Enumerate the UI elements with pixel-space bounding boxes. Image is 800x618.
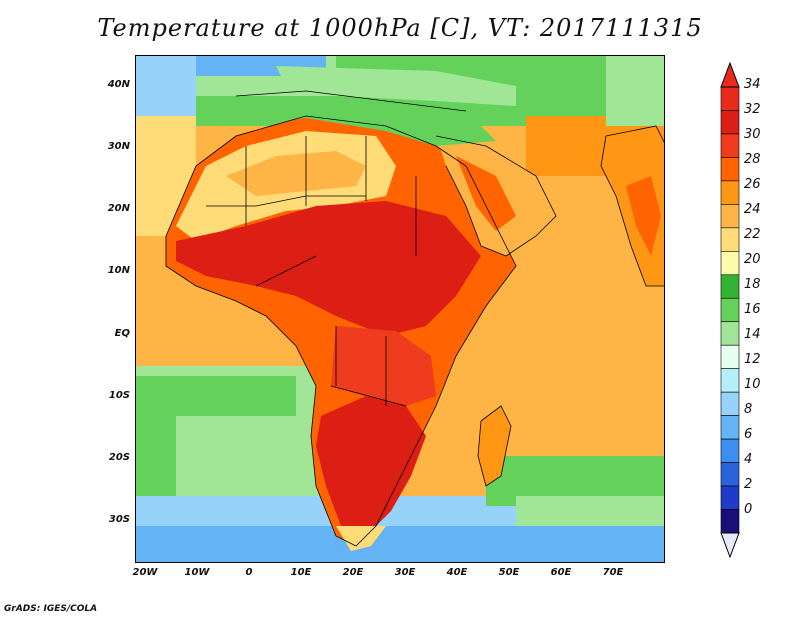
lon-label-20e: 20E xyxy=(342,567,364,578)
lon-label-70e: 70E xyxy=(602,567,624,578)
colorbar-cell xyxy=(720,180,740,205)
lon-label-10w: 10W xyxy=(184,567,210,578)
lat-label-20n: 20N xyxy=(107,203,130,214)
colorbar-cell xyxy=(720,462,740,487)
north-atlantic-cold xyxy=(136,56,196,116)
lon-label-30e: 30E xyxy=(394,567,416,578)
arabia-hot xyxy=(456,156,516,231)
colorbar-cell xyxy=(720,509,740,534)
colorbar-cell xyxy=(720,438,740,463)
colorbar-bottom-arrow xyxy=(720,532,740,559)
temperature-map xyxy=(135,55,665,563)
colorbar-cell xyxy=(720,368,740,393)
colorbar-label-14: 14 xyxy=(744,327,761,342)
colorbar-cell xyxy=(720,391,740,416)
india-hot xyxy=(626,176,661,256)
colorbar-cell xyxy=(720,251,740,276)
map-title: Temperature at 1000hPa [C], VT: 20171113… xyxy=(97,14,703,42)
colorbar-label-10: 10 xyxy=(744,377,761,392)
colorbar-top-arrow xyxy=(720,61,740,88)
sahel-hot xyxy=(176,201,481,336)
colorbar-cell xyxy=(720,415,740,440)
central-africa-hot xyxy=(331,326,436,406)
colorbar-label-30: 30 xyxy=(744,127,761,142)
southern-africa-hot xyxy=(316,396,426,536)
colorbar-label-26: 26 xyxy=(744,177,761,192)
colorbar-cell xyxy=(720,110,740,135)
lat-label-20s: 20S xyxy=(108,452,130,463)
colorbar-cell xyxy=(720,86,740,111)
colorbar xyxy=(720,61,740,559)
lon-label-60e: 60E xyxy=(550,567,572,578)
colorbar-label-6: 6 xyxy=(744,427,753,442)
colorbar-label-8: 8 xyxy=(744,402,753,417)
colorbar-label-32: 32 xyxy=(744,102,761,117)
lon-label-10e: 10E xyxy=(290,567,312,578)
colorbar-cell xyxy=(720,344,740,369)
colorbar-label-24: 24 xyxy=(744,202,761,217)
lat-label-10n: 10N xyxy=(107,265,130,276)
lat-label-40n: 40N xyxy=(107,79,130,90)
coastlines xyxy=(165,90,664,547)
colorbar-label-0: 0 xyxy=(744,502,753,517)
colorbar-cell xyxy=(720,133,740,158)
south-indian-lightgreen xyxy=(516,496,664,526)
south-atlantic-lightgreen xyxy=(176,416,326,506)
colorbar-label-18: 18 xyxy=(744,277,761,292)
southern-ocean-cold xyxy=(136,526,664,562)
sahara-warm xyxy=(226,151,366,196)
colorbar-label-16: 16 xyxy=(744,302,761,317)
cape-mild xyxy=(336,526,386,551)
lon-label-0: 0 xyxy=(245,567,253,578)
lat-label-30s: 30S xyxy=(108,514,130,525)
europe-lightgreen xyxy=(276,66,516,106)
lon-label-40e: 40E xyxy=(446,567,468,578)
colorbar-label-34: 34 xyxy=(744,77,761,92)
colorbar-label-2: 2 xyxy=(744,477,753,492)
colorbar-label-12: 12 xyxy=(744,352,761,367)
colorbar-cell xyxy=(720,274,740,299)
colorbar-cell xyxy=(720,485,740,510)
colorbar-label-4: 4 xyxy=(744,452,753,467)
lat-label-eq: EQ xyxy=(114,328,130,339)
colorbar-label-22: 22 xyxy=(744,227,761,242)
lat-label-10s: 10S xyxy=(108,390,130,401)
lon-label-20w: 20W xyxy=(132,567,158,578)
colorbar-cell xyxy=(720,227,740,252)
colorbar-label-28: 28 xyxy=(744,152,761,167)
temperature-field xyxy=(136,56,664,562)
colorbar-cell xyxy=(720,157,740,182)
colorbar-label-20: 20 xyxy=(744,252,761,267)
colorbar-cell xyxy=(720,204,740,229)
credit-text: GrADS: IGES/COLA xyxy=(4,604,98,614)
lat-label-30n: 30N xyxy=(107,141,130,152)
colorbar-cell xyxy=(720,297,740,323)
lon-label-50e: 50E xyxy=(498,567,520,578)
mediterranean-green xyxy=(236,96,496,146)
central-asia-cool xyxy=(606,56,664,126)
colorbar-cell xyxy=(720,321,740,346)
